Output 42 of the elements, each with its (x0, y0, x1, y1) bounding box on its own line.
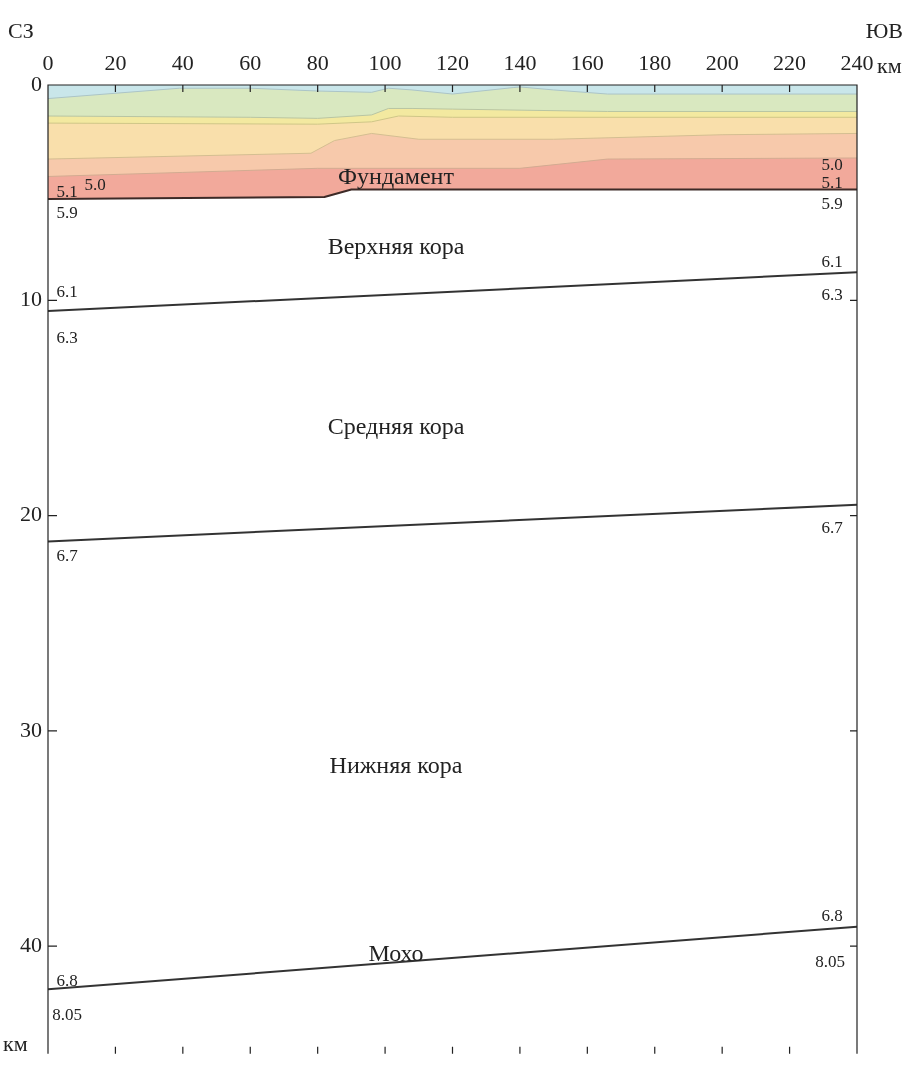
x-tick-label: 180 (638, 49, 672, 75)
annotation: 5.1 (821, 173, 843, 193)
x-tick-label: 160 (570, 49, 604, 75)
x-tick-label: 40 (171, 49, 194, 75)
x-tick-label: 80 (306, 49, 329, 75)
annotation: 8.05 (52, 1005, 82, 1025)
x-tick-label: 100 (368, 49, 402, 75)
x-tick-label: 220 (773, 49, 807, 75)
annotation: 8.05 (815, 952, 845, 972)
y-tick-label: 0 (31, 70, 42, 96)
annotation: 6.7 (821, 518, 844, 538)
x-axis-title: км (877, 53, 902, 78)
x-tick-label: 140 (503, 49, 537, 75)
y-axis-title: км (3, 1030, 28, 1056)
annotation: 6.8 (56, 971, 78, 991)
x-tick-label: 120 (436, 49, 469, 75)
annotation: 5.9 (821, 194, 843, 214)
annotation: 6.1 (821, 252, 843, 272)
annotation: 5.9 (56, 203, 78, 223)
annotation: Мохо (368, 940, 424, 967)
annotation: 6.1 (56, 282, 78, 302)
x-tick-label: 60 (239, 49, 262, 75)
y-tick-label: 30 (20, 716, 42, 742)
annotation: Средняя кора (327, 413, 465, 440)
annotation: Фундамент (338, 163, 455, 190)
annotation: 5.0 (821, 155, 843, 175)
annotation: Нижняя кора (329, 752, 463, 779)
y-tick-label: 10 (20, 286, 42, 312)
annotation: 6.7 (56, 546, 79, 566)
text: СЗ (8, 17, 34, 43)
y-tick-label: 40 (20, 931, 42, 957)
annotation: Верхняя кора (327, 233, 465, 260)
annotation: 6.8 (821, 906, 843, 926)
x-tick-label: 200 (705, 49, 739, 75)
annotation: 6.3 (821, 285, 843, 305)
text: ЮВ (865, 17, 903, 43)
annotation: 5.1 (56, 182, 78, 202)
x-tick-label: 20 (104, 49, 127, 75)
x-tick-label: 240 (840, 49, 874, 75)
annotation: 5.0 (84, 175, 106, 195)
y-tick-label: 20 (20, 501, 42, 527)
annotation: 6.3 (56, 328, 78, 348)
